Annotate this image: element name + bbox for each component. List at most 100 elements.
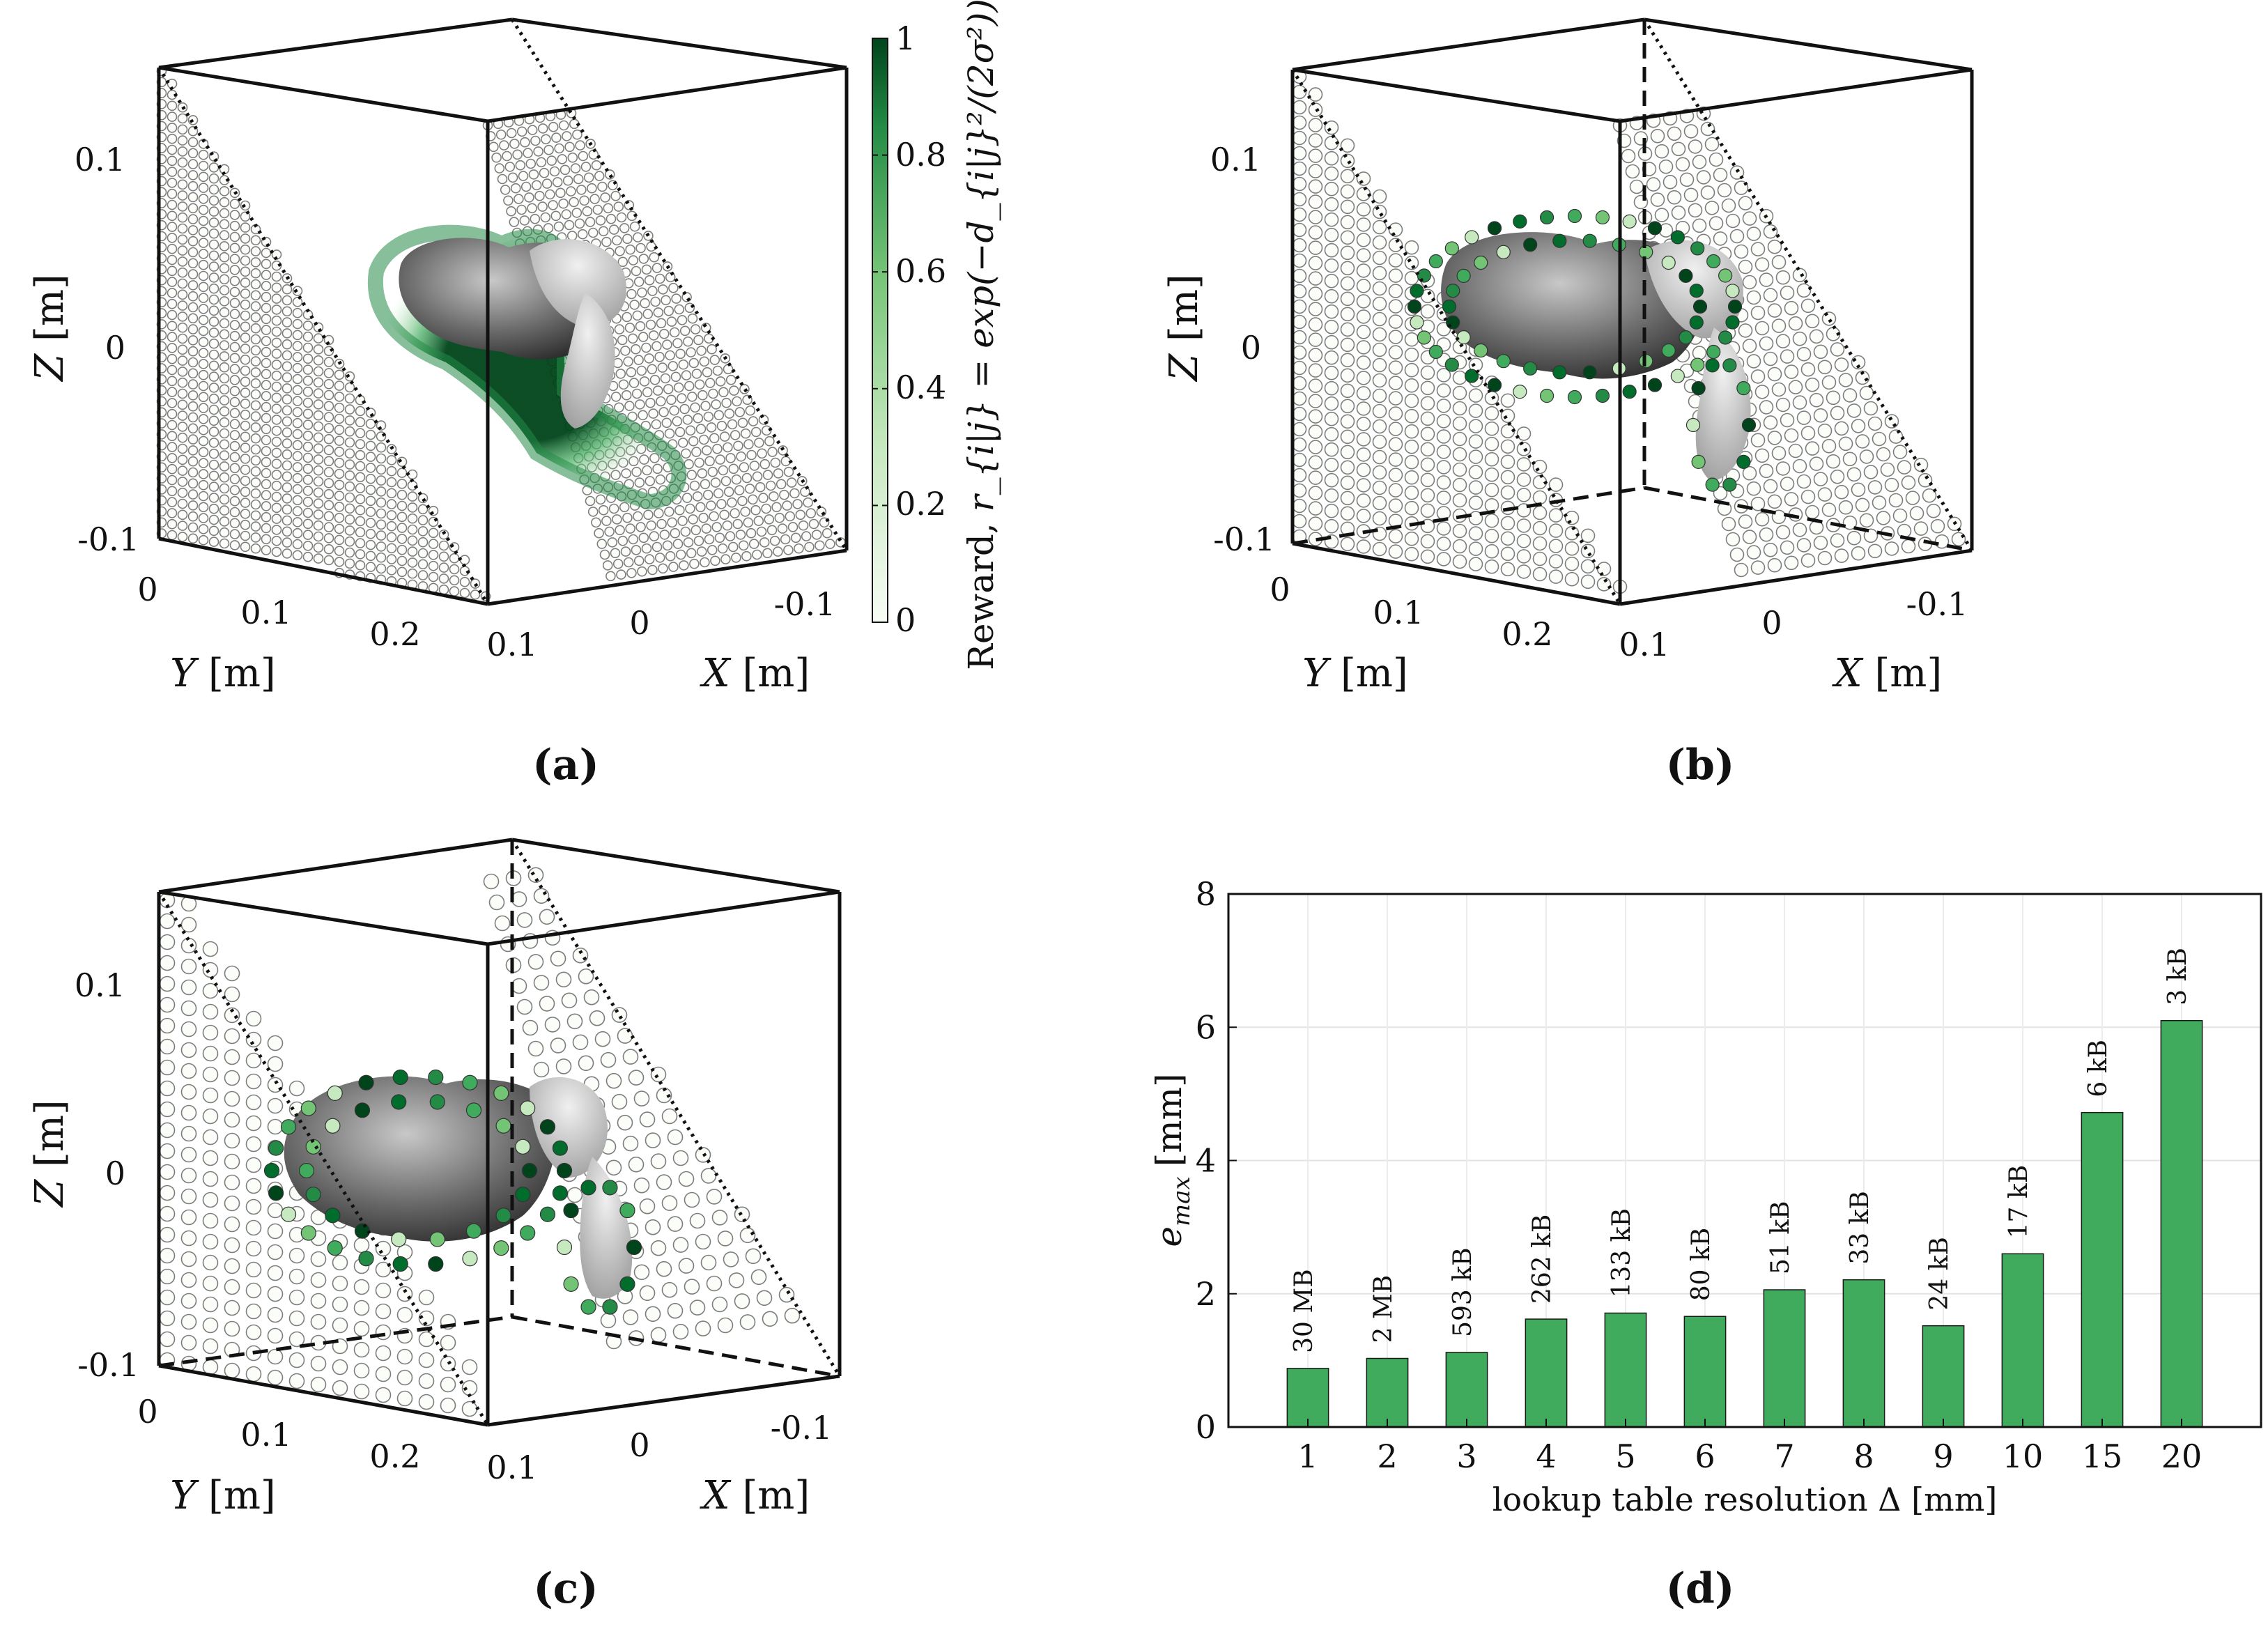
grid-point: [792, 499, 803, 509]
grid-point: [1356, 294, 1371, 309]
grid-point: [1340, 353, 1355, 368]
grid-point: [240, 354, 251, 365]
grid-point: [1356, 171, 1371, 186]
grid-point: [1372, 311, 1387, 327]
grid-point: [654, 508, 664, 518]
grid-point: [240, 344, 251, 354]
grid-point: [1292, 452, 1307, 468]
grid-point: [313, 520, 324, 531]
grid-point: [527, 1040, 544, 1057]
grid-point: [693, 535, 704, 546]
grid-point: [240, 519, 251, 530]
grid-point: [509, 139, 520, 149]
grid-point: [177, 201, 188, 212]
grid-point: [240, 310, 251, 321]
grid-point: [750, 1269, 767, 1286]
grid-point: [1404, 408, 1419, 424]
grid-point: [578, 151, 589, 162]
grid-point: [177, 509, 188, 521]
panel-c-xtick-2: -0.1: [771, 1409, 833, 1447]
grid-point: [332, 1317, 348, 1334]
grid-point: [386, 554, 397, 564]
grid-point: [1324, 166, 1339, 181]
grid-point: [159, 1038, 176, 1055]
grid-point: [752, 471, 763, 482]
grid-point: [706, 1189, 723, 1205]
grid-point: [418, 1352, 435, 1368]
grid-point: [1759, 463, 1774, 479]
grid-point: [617, 535, 628, 546]
grid-point: [694, 379, 705, 390]
grid-point: [656, 1087, 672, 1104]
grid-point: [708, 388, 718, 399]
grid-point: [1292, 268, 1307, 284]
panel-b-ztick-2: -0.1: [1213, 521, 1275, 558]
grid-point: [417, 537, 429, 548]
grid-point: [706, 500, 716, 511]
grid-point: [702, 489, 713, 500]
grid-point: [1713, 486, 1728, 501]
grid-point: [376, 530, 387, 541]
reward-point: [619, 1202, 635, 1219]
bar-data-label: 80 kB: [1687, 1228, 1715, 1302]
reward-point: [1487, 221, 1502, 236]
grid-point: [706, 1275, 723, 1292]
grid-point: [506, 128, 517, 139]
grid-point: [261, 302, 272, 314]
grid-point: [600, 1051, 617, 1068]
grid-point: [224, 1070, 240, 1086]
grid-point: [1746, 226, 1761, 241]
x-tick-label: 8: [1853, 1437, 1874, 1475]
grid-point: [1388, 437, 1403, 452]
reward-point: [1622, 385, 1637, 399]
reward-point: [280, 1119, 297, 1135]
grid-point: [1750, 560, 1766, 575]
grid-point: [668, 361, 679, 371]
bar-chart-x-ticks: 1 2 3 4 5 6 7 8 9 10 15 20: [1297, 1419, 2202, 1475]
grid-point: [365, 484, 376, 495]
grid-point: [177, 399, 188, 410]
reward-point: [1444, 357, 1459, 372]
grid-point: [219, 318, 230, 329]
grid-point: [1516, 518, 1532, 533]
grid-point: [1821, 375, 1837, 390]
grid-point: [177, 454, 188, 465]
grid-point: [666, 394, 677, 406]
grid-point: [560, 164, 571, 176]
grid-point: [1324, 242, 1339, 258]
reward-point: [580, 1180, 596, 1196]
grid-point: [1308, 194, 1323, 209]
grid-point: [1675, 157, 1690, 172]
grid-point: [668, 562, 679, 572]
grid-point: [628, 255, 639, 265]
grid-point: [229, 485, 240, 495]
grid-point: [1784, 492, 1799, 507]
grid-point: [503, 195, 514, 206]
grid-point: [511, 891, 527, 907]
grid-point: [656, 396, 666, 407]
grid-point: [1292, 422, 1307, 437]
grid-point: [1759, 527, 1774, 542]
panel-a-ztick-0: 0.1: [75, 141, 125, 178]
grid-point: [313, 388, 324, 399]
grid-point: [642, 309, 654, 319]
grid-point: [344, 404, 355, 415]
grid-point: [707, 545, 718, 555]
grid-point: [302, 486, 314, 496]
grid-point: [187, 302, 199, 313]
grid-point: [281, 317, 293, 327]
grid-point: [219, 241, 230, 252]
grid-point: [219, 274, 230, 285]
grid-point: [229, 220, 240, 231]
grid-point: [622, 233, 633, 245]
grid-point: [159, 996, 176, 1013]
grid-point: [680, 526, 691, 537]
grid-point: [313, 355, 324, 366]
grid-point: [1388, 544, 1403, 559]
reward-point: [1689, 284, 1704, 298]
reward-point: [1718, 268, 1733, 283]
grid-point: [202, 1317, 219, 1334]
grid-point: [208, 470, 219, 481]
grid-point: [261, 391, 272, 401]
grid-point: [1892, 508, 1908, 523]
